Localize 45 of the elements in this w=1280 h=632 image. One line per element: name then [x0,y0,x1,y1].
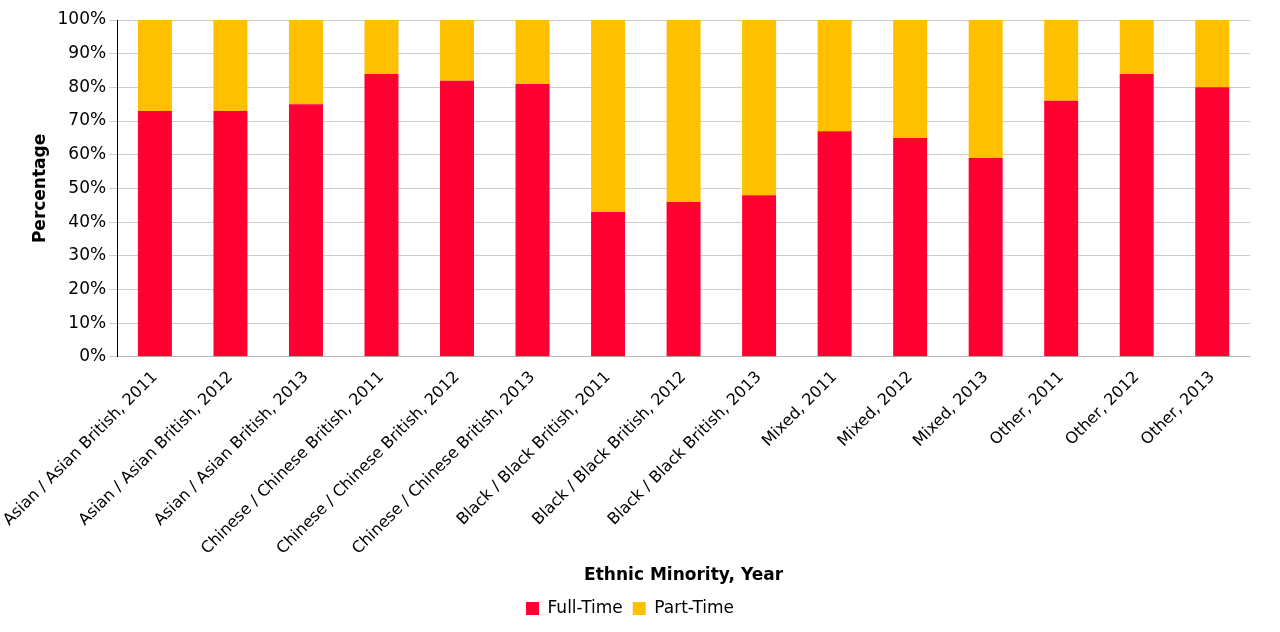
bar [893,137,928,357]
bar [817,131,852,357]
bar [137,20,172,111]
y-tick-label: 60% [68,143,107,164]
bar [364,73,399,357]
bar [742,195,777,357]
bar [515,20,550,84]
bar [1195,20,1230,88]
bar [666,201,701,357]
bar [1119,20,1154,74]
y-tick-label: 70% [68,109,107,130]
bar [666,20,701,202]
bar [288,104,323,357]
bar [591,20,626,212]
bar [515,84,550,357]
y-tick-label: 20% [68,277,107,298]
bar [213,20,248,111]
y-tick-label: 40% [68,210,107,231]
y-tick-label: 50% [68,176,107,197]
y-axis-title: Percentage [28,133,49,244]
y-tick-label: 90% [68,42,107,63]
bar [1044,20,1079,101]
bar [742,20,777,196]
bar [591,212,626,357]
bar [1119,73,1154,357]
bar [440,20,474,81]
bar [213,110,248,357]
y-tick-label: 30% [68,244,107,265]
x-axis-title: Ethnic Minority, Year [584,564,784,585]
bar [968,158,1003,357]
bar [288,20,323,105]
y-tick-label: 100% [57,8,107,29]
bar [364,20,399,74]
bar [137,110,172,357]
legend-label: Full-Time [547,596,623,617]
bar [968,20,1003,159]
y-tick-label: 80% [68,75,107,96]
bar [893,20,928,138]
bar [440,80,474,357]
bar [1195,87,1230,357]
bar [817,20,852,132]
legend-label: Part-Time [654,596,734,617]
y-tick-label: 10% [68,311,107,332]
bar [1044,100,1079,357]
y-tick-label: 0% [79,345,107,366]
